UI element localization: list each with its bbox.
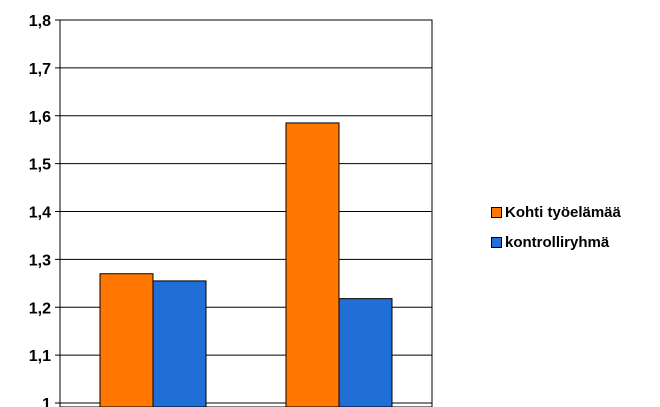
y-tick-label: 1,5 <box>29 157 51 174</box>
y-tick-label: 1,2 <box>29 300 51 317</box>
y-tick-label: 1,8 <box>29 13 51 30</box>
y-tick-label: 1,6 <box>29 109 51 126</box>
y-tick-label: 1,3 <box>29 252 51 269</box>
legend-item-kontrolli: kontrolliryhmä <box>491 227 621 257</box>
bar-series-0-group-0 <box>99 273 154 407</box>
legend-item-kohti: Kohti työelämää <box>491 197 621 227</box>
y-tick-label: 1,4 <box>29 205 51 222</box>
legend-label-kohti: Kohti työelämää <box>505 203 621 221</box>
bar-series-1-group-0 <box>152 280 207 407</box>
legend-swatch-kontrolli <box>491 236 502 248</box>
bar-series-1-group-1 <box>338 298 393 407</box>
bars <box>99 122 393 407</box>
plot-area-frame <box>59 19 433 407</box>
legend-swatch-kohti <box>491 206 502 218</box>
bar-series-0-group-1 <box>285 122 340 407</box>
legend-label-kontrolli: kontrolliryhmä <box>505 233 610 251</box>
y-axis-ticks: 1 1,1 1,2 1,3 1,4 1,5 1,6 1,7 1,8 <box>29 13 51 407</box>
y-tick-label: 1 <box>42 396 51 407</box>
y-tick-label: 1,7 <box>29 61 51 78</box>
legend: Kohti työelämää kontrolliryhmä <box>491 197 621 257</box>
y-tick-label: 1,1 <box>29 348 51 365</box>
